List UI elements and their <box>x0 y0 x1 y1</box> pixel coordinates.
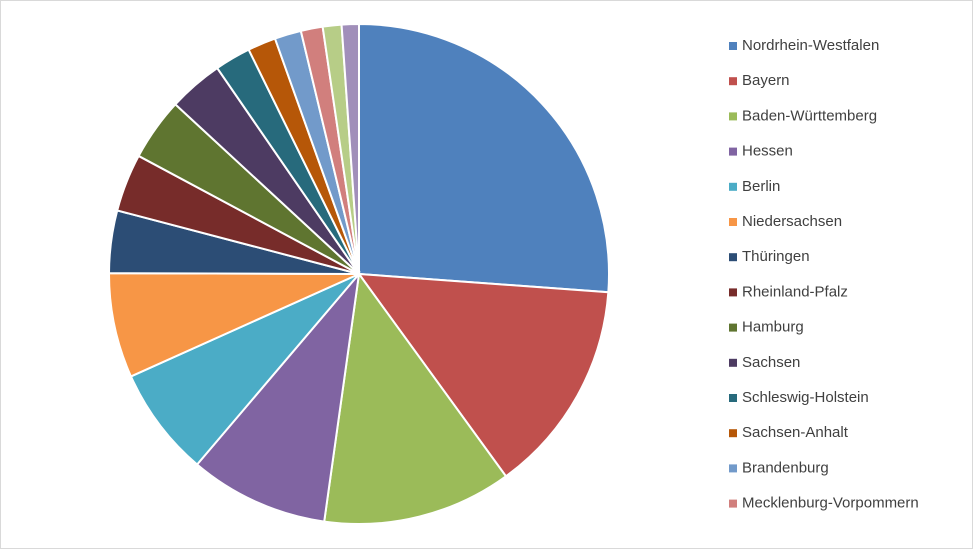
legend-swatch <box>729 218 737 226</box>
legend-label: Nordrhein-Westfalen <box>742 37 879 54</box>
legend-label: Niedersachsen <box>742 213 842 230</box>
legend-label: Brandenburg <box>742 459 829 476</box>
pie-slice <box>358 22 610 294</box>
legend-label: Schleswig-Holstein <box>742 389 869 406</box>
legend-swatch <box>729 288 737 297</box>
legend-swatch <box>729 77 737 86</box>
legend-swatch <box>729 358 737 367</box>
legend-label: Hessen <box>742 143 793 160</box>
legend-label: Hamburg <box>742 319 804 336</box>
legend-swatch <box>729 429 737 438</box>
legend-swatch <box>729 147 737 156</box>
pie-slice <box>340 22 360 275</box>
legend-label: Mecklenburg-Vorpommern <box>742 495 919 512</box>
legend-label: Sachsen-Anhalt <box>742 424 849 441</box>
legend-label: Bayern <box>742 72 790 89</box>
legend-label: Thüringen <box>742 248 810 265</box>
legend-label: Sachsen <box>742 354 800 371</box>
pie-slice <box>108 272 360 378</box>
pie-slice <box>356 272 610 478</box>
legend-label: Berlin <box>742 178 780 195</box>
legend-swatch <box>729 464 737 473</box>
legend-swatch <box>729 323 737 332</box>
pie-slice <box>323 271 508 525</box>
legend-swatch <box>729 253 737 262</box>
pie-slice <box>195 270 361 523</box>
legend-label: Rheinland-Pfalz <box>742 283 848 300</box>
legend-swatch <box>729 499 737 508</box>
legend-swatch <box>729 394 737 402</box>
pie-slice <box>129 273 360 466</box>
legend-swatch <box>729 182 737 191</box>
legend-swatch <box>729 112 737 121</box>
legend-label: Baden-Württemberg <box>742 107 877 124</box>
legend-swatch <box>729 42 737 50</box>
